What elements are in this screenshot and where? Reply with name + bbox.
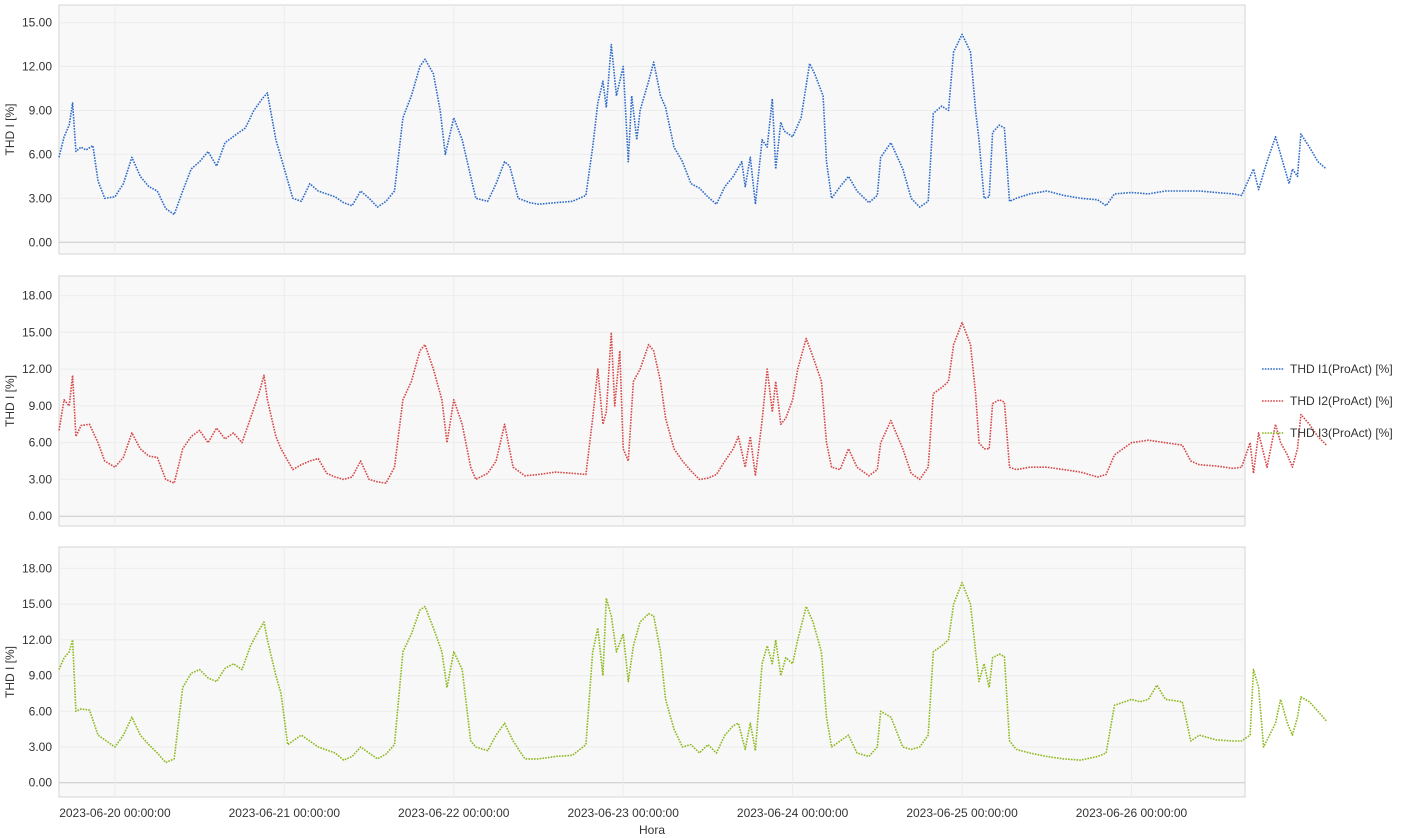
y-axis-title: THD I [%] — [3, 103, 17, 155]
y-tick-label: 18.00 — [22, 289, 52, 303]
y-tick-label: 12.00 — [22, 60, 52, 74]
y-tick-label: 0.00 — [29, 776, 53, 790]
y-tick-label: 9.00 — [29, 669, 53, 683]
x-tick-label: 2023-06-22 00:00:00 — [398, 806, 510, 820]
x-tick-label: 2023-06-24 00:00:00 — [737, 806, 849, 820]
y-tick-label: 6.00 — [29, 704, 53, 718]
y-tick-label: 12.00 — [22, 633, 52, 647]
series-line-3 — [58, 581, 1327, 764]
y-tick-label: 6.00 — [29, 147, 53, 161]
y-tick-label: 15.00 — [22, 597, 52, 611]
y-tick-label: 0.00 — [29, 235, 53, 249]
y-tick-label: 3.00 — [29, 740, 53, 754]
legend-label-2: THD I2(ProAct) [%] — [1290, 394, 1393, 408]
legend-label-1: THD I1(ProAct) [%] — [1290, 362, 1393, 376]
y-tick-label: 0.00 — [29, 509, 53, 523]
y-tick-label: 3.00 — [29, 191, 53, 205]
y-tick-label: 15.00 — [22, 325, 52, 339]
plot-area-1 — [58, 4, 1246, 255]
x-tick-label: 2023-06-25 00:00:00 — [906, 806, 1018, 820]
y-tick-label: 18.00 — [22, 561, 52, 575]
y-axis-title: THD I [%] — [3, 646, 17, 698]
y-axis-title: THD I [%] — [3, 375, 17, 427]
series-line-1 — [58, 33, 1327, 216]
y-tick-label: 9.00 — [29, 399, 53, 413]
x-axis-title: Hora — [639, 823, 665, 837]
y-tick-label: 9.00 — [29, 103, 53, 117]
plot-area-3 — [58, 546, 1246, 798]
y-tick-label: 12.00 — [22, 362, 52, 376]
x-tick-label: 2023-06-20 00:00:00 — [59, 806, 171, 820]
x-tick-label: 2023-06-26 00:00:00 — [1076, 806, 1188, 820]
y-tick-label: 3.00 — [29, 472, 53, 486]
y-tick-label: 15.00 — [22, 16, 52, 30]
y-tick-label: 6.00 — [29, 436, 53, 450]
plot-area-2 — [58, 275, 1246, 527]
x-tick-label: 2023-06-21 00:00:00 — [229, 806, 341, 820]
series-line-2 — [58, 321, 1327, 484]
legend-label-3: THD I3(ProAct) [%] — [1290, 426, 1393, 440]
x-tick-label: 2023-06-23 00:00:00 — [567, 806, 679, 820]
